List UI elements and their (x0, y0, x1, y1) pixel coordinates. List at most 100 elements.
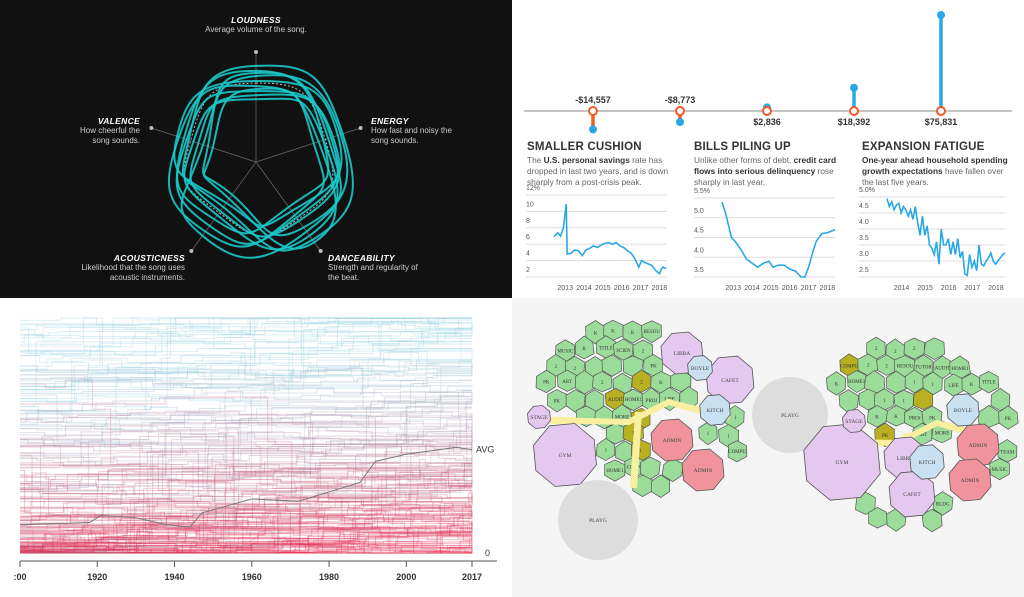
step-line (20, 403, 472, 554)
step-line (20, 497, 472, 519)
classroom-cell (903, 337, 925, 360)
step-line (20, 317, 472, 387)
step-line (20, 527, 472, 552)
classroom-cell (574, 335, 595, 360)
step-line (20, 544, 473, 554)
room-label: RESOU (897, 365, 914, 370)
room-label: STAGE (530, 415, 548, 421)
step-line (20, 475, 472, 499)
step-lines-panel: AVG 0:00 1920 1940 1960 1980 2000 2017 (0, 298, 512, 597)
room-label: 1 (913, 381, 916, 386)
step-line (20, 430, 472, 445)
room-label: 1 (707, 432, 710, 437)
classroom-cell (923, 337, 946, 361)
step-line (20, 476, 472, 491)
room-label: 2 (601, 381, 604, 386)
classroom-cell (826, 371, 847, 396)
step-line (20, 501, 472, 554)
room-label: CAFET (903, 492, 921, 498)
step-line (20, 503, 472, 554)
step-line (20, 386, 472, 431)
step-line (20, 541, 472, 554)
step-line (20, 385, 473, 479)
step-line (20, 506, 473, 533)
step-line (20, 365, 472, 379)
step-line (20, 516, 472, 554)
room-label: HOME1 (951, 367, 969, 372)
room-label: K (894, 415, 898, 420)
room-label: PK (882, 434, 889, 439)
step-line (20, 530, 472, 554)
room-special (842, 409, 866, 433)
economy-panel: -$14,557 -$8,773 $2,836 $18,392 $75,831 12% 10… (512, 0, 1024, 298)
playground (558, 480, 638, 560)
step-line (20, 452, 473, 497)
step-line (20, 477, 472, 552)
step-line (20, 445, 472, 553)
step-line (20, 427, 472, 447)
x-tick-label: 2017 (462, 572, 482, 582)
playground (752, 377, 828, 453)
room-label: COMPU (728, 450, 746, 455)
step-line (20, 513, 472, 554)
step-line (20, 468, 472, 490)
step-line (20, 481, 472, 534)
lollipop-dot (937, 11, 945, 19)
song-shape (202, 74, 349, 237)
panel-title: SMALLER CUSHION (527, 141, 642, 153)
step-line (20, 535, 472, 554)
step-line (20, 325, 473, 361)
classroom-cell (565, 389, 586, 413)
step-line (20, 317, 472, 380)
step-line (20, 464, 473, 528)
step-line (20, 364, 472, 376)
room-label: 1 (632, 431, 635, 436)
y-tick-label: 8 (526, 218, 530, 225)
room-label: PROJ (909, 417, 921, 422)
lollipop-dot (850, 83, 858, 92)
step-line (20, 415, 472, 494)
song-shape (189, 93, 341, 238)
step-line (20, 494, 472, 526)
step-line (20, 350, 472, 393)
room-service (699, 394, 731, 426)
step-line (20, 359, 472, 446)
step-line (20, 317, 472, 375)
step-line (20, 467, 472, 554)
step-line (20, 515, 472, 549)
classroom-cell (631, 369, 652, 393)
room-label: ADMIN (961, 478, 980, 484)
step-line (20, 443, 472, 542)
step-line (20, 396, 473, 505)
room-service (946, 393, 980, 427)
step-line (20, 466, 472, 548)
room-label: ART (562, 380, 572, 385)
panel-title: EXPANSION FATIGUE (862, 141, 985, 153)
step-line (20, 474, 473, 489)
step-line (20, 527, 472, 540)
step-line (20, 426, 473, 489)
step-line (20, 505, 472, 553)
step-line (20, 511, 473, 543)
step-line (20, 327, 473, 411)
song-shape (183, 97, 339, 251)
step-line (20, 541, 472, 554)
step-line (20, 523, 472, 554)
step-line (20, 465, 472, 533)
step-lines-chart: AVG 0:00 1920 1940 1960 1980 2000 2017 (13, 317, 497, 582)
step-line (20, 317, 472, 326)
step-line (20, 321, 472, 406)
step-line (20, 549, 472, 554)
panel-desc: Unlike other forms of debt, credit card … (694, 155, 837, 187)
song-shape (167, 84, 325, 248)
step-line (20, 522, 473, 547)
step-line (20, 467, 472, 500)
x-tick-label: 2014 (894, 285, 910, 292)
axis-label-danceability: DANCEABILITY Strength and regularity of t… (328, 253, 418, 282)
x-tick-label: 2000 (396, 572, 416, 582)
axis-label-energy: ENERGY How fast and noisy the song sounds… (371, 116, 452, 145)
step-line (20, 438, 472, 457)
step-line (20, 332, 472, 349)
step-line (20, 406, 472, 467)
